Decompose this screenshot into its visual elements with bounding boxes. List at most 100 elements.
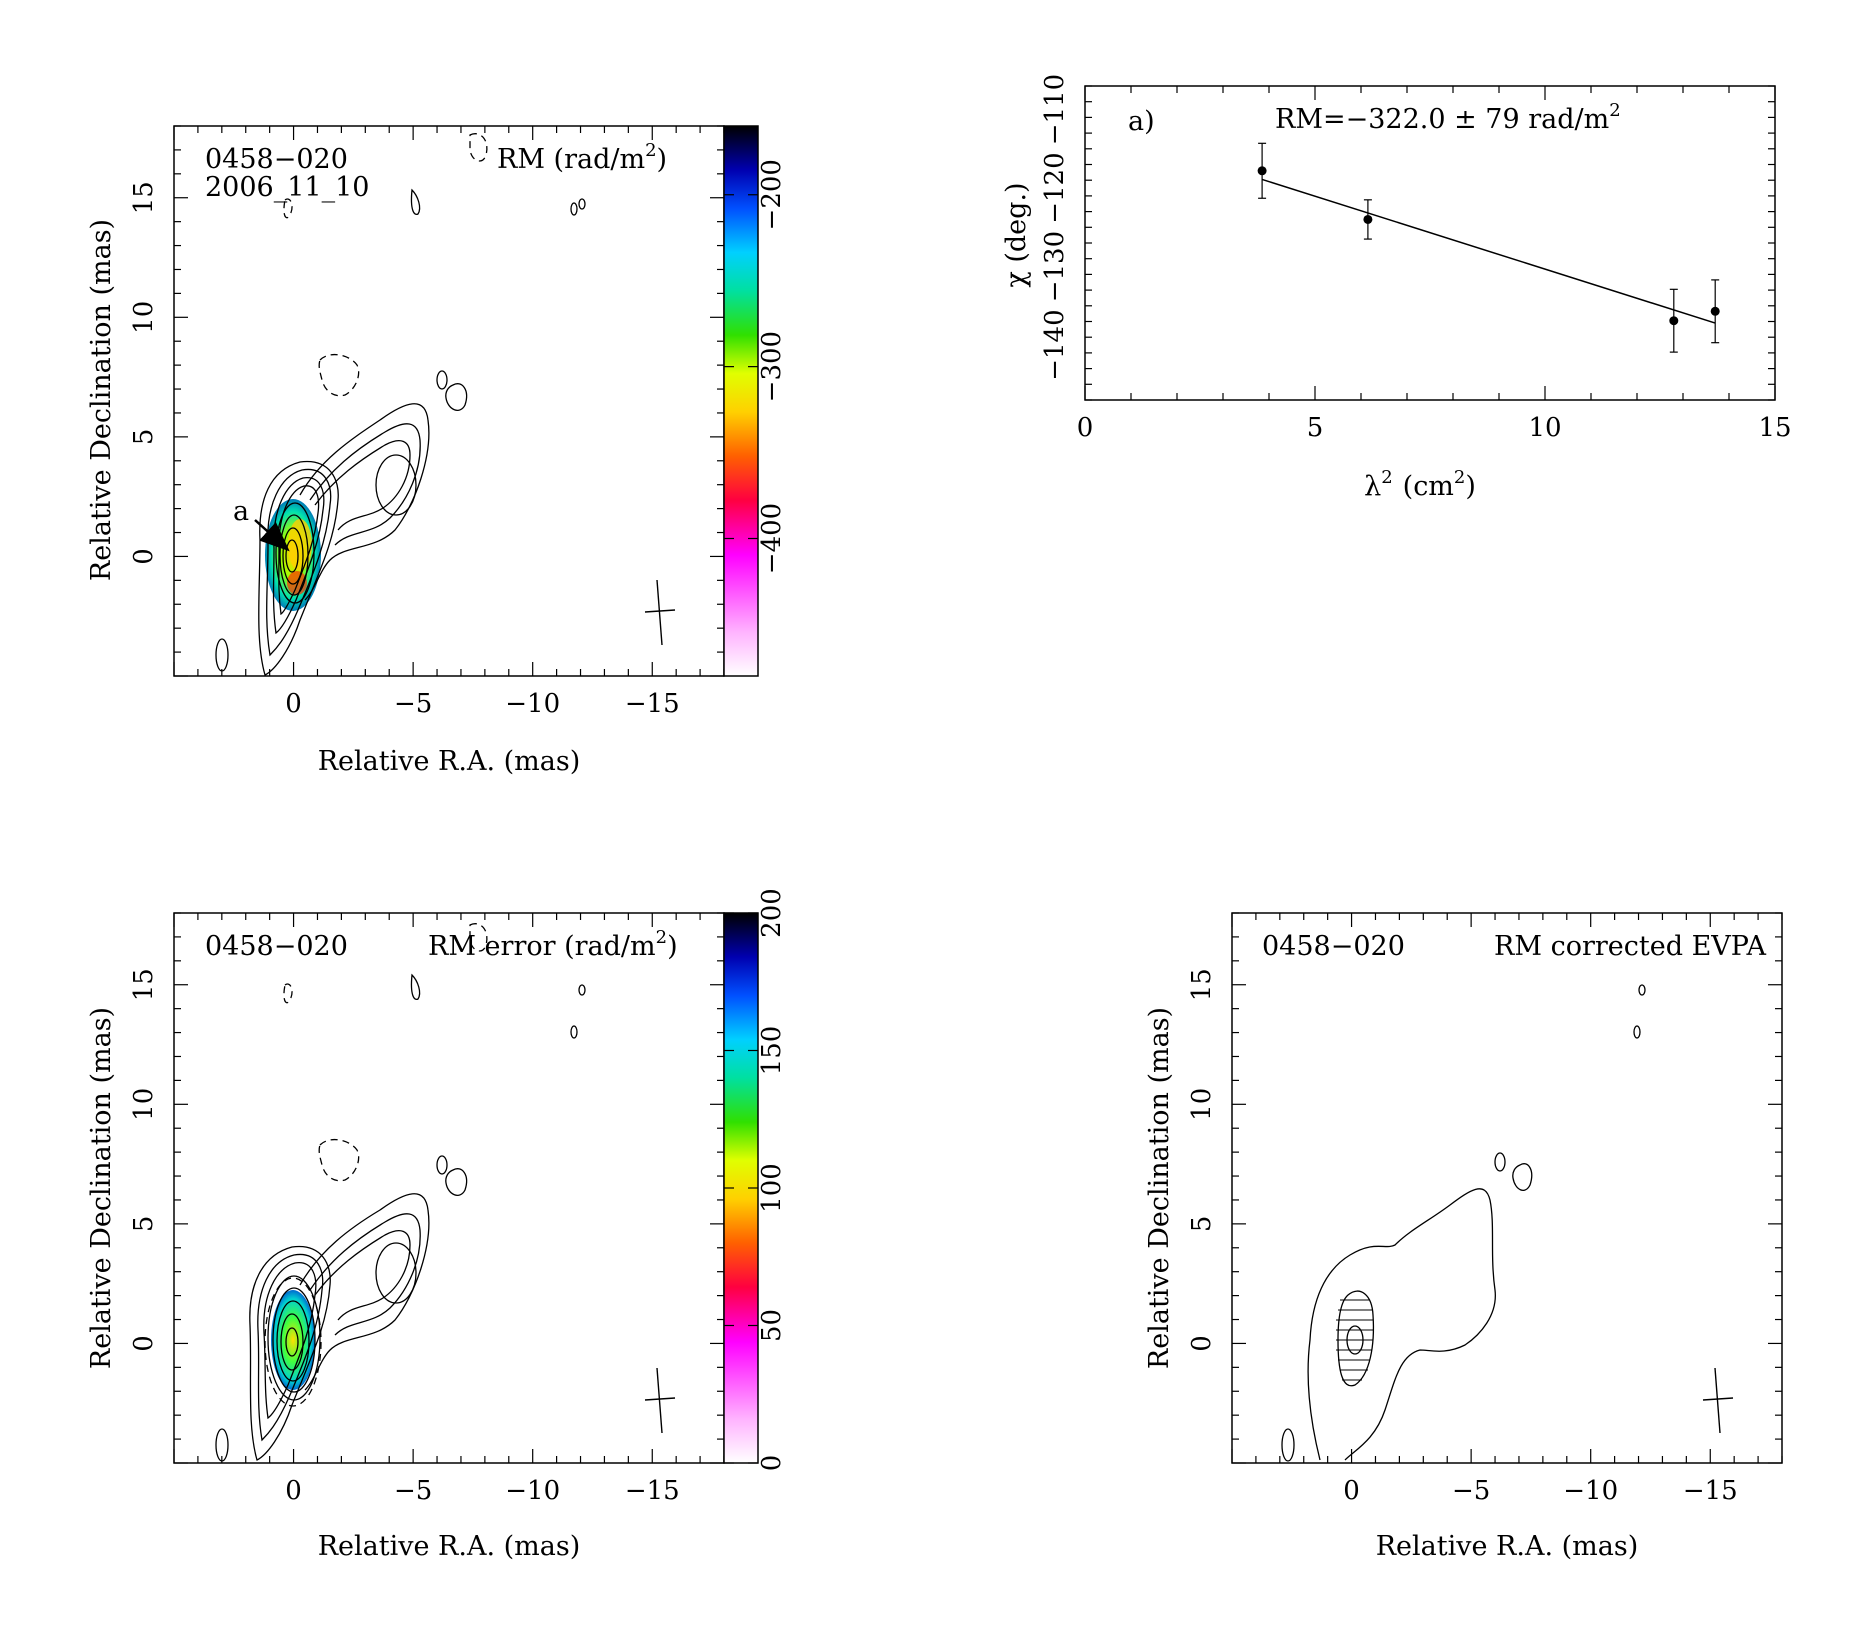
axes: 0 −5 −10 −15 0 5 10 15: [1187, 912, 1783, 1506]
x-axis-label: Relative R.A. (mas): [318, 1531, 581, 1562]
fit-label-text: RM=−322.0 ± 79 rad/m: [1275, 104, 1609, 135]
colorbar-tick-label: 150: [757, 1026, 787, 1076]
contours: [215, 973, 586, 1462]
quantity-close: ): [657, 144, 668, 175]
y-tick-label: 15: [1187, 968, 1217, 1001]
evpa-panel: 0 −5 −10 −15 0 5 10 15 0458−020 RM corrected EV…: [1144, 912, 1783, 1562]
annotation-a: a: [233, 496, 249, 527]
x-label-lambda: λ: [1364, 471, 1381, 502]
fit-label: RM=−322.0 ± 79 rad/m2: [1275, 100, 1621, 135]
data-points: [1257, 142, 1720, 353]
plot-frame: [173, 125, 725, 677]
dashed-contours: [283, 133, 488, 397]
beam-cross: [1702, 1367, 1734, 1434]
quantity-text: RM error (rad/m: [428, 931, 656, 962]
y-axis-label: Relative Declination (mas): [1144, 1007, 1175, 1369]
axes: 0 −5 −10 −15 0 5 10 15: [129, 125, 725, 719]
plot-frame: [173, 912, 725, 1464]
x-label-unit: (cm: [1403, 471, 1454, 502]
y-tick-label: −130: [1040, 231, 1070, 302]
quantity-sup: 2: [645, 140, 656, 161]
beam-cross: [644, 579, 676, 646]
colorbar-tick-label: −300: [757, 331, 787, 402]
colorbar-tick-label: −200: [757, 159, 787, 230]
fit-line: [1261, 178, 1716, 324]
evpa-vectors: [1336, 1299, 1373, 1381]
plot-frame: [1231, 912, 1783, 1464]
rm-map-panel: a 0 −5 −10 −15 0 5 10 15 0458−020 2006_11_10 RM…: [86, 125, 787, 777]
x-tick-label: −5: [394, 689, 432, 719]
data-point: [1710, 306, 1720, 316]
x-label-sup2: 2: [1454, 467, 1465, 488]
y-tick-label: −140: [1040, 309, 1070, 380]
x-tick-label: −10: [505, 689, 560, 719]
axes: 0 −5 −10 −15 0 5 10 15: [129, 912, 725, 1506]
y-tick-label: 5: [129, 429, 159, 446]
x-tick-label: −5: [1452, 1476, 1490, 1506]
source-label: 0458−020: [1262, 931, 1405, 962]
y-tick-label: 15: [129, 968, 159, 1001]
err-color-layer: [271, 1290, 315, 1390]
quantity-text: RM (rad/m: [497, 144, 645, 175]
x-tick-label: −10: [505, 1476, 560, 1506]
x-axis-label: λ2 (cm2): [1364, 467, 1476, 502]
y-tick-label: −110: [1040, 74, 1070, 145]
y-tick-label: 0: [1187, 1335, 1217, 1352]
source-label: 0458−020: [205, 144, 348, 175]
colorbar-tick-label: 100: [757, 1163, 787, 1213]
colorbar-ticks: −200 −300 −400: [724, 159, 787, 574]
quantity-sup: 2: [656, 927, 667, 948]
colorbar-tick-label: 200: [757, 888, 787, 938]
x-tick-label: −15: [625, 689, 680, 719]
y-tick-label: 0: [129, 1335, 159, 1352]
data-point: [1257, 166, 1267, 176]
contours: [1281, 984, 1646, 1462]
contours: [215, 188, 586, 676]
source-label: 0458−020: [205, 931, 348, 962]
x-tick-label: 0: [1343, 1476, 1360, 1506]
y-tick-label: 10: [1187, 1088, 1217, 1121]
x-tick-label: −10: [1563, 1476, 1618, 1506]
y-tick-label: 15: [129, 181, 159, 214]
colorbar-tick-label: 50: [757, 1309, 787, 1342]
rm-error-panel: 0 −5 −10 −15 0 5 10 15 0458−020 RM error (rad/m…: [86, 888, 787, 1562]
y-axis-label: Relative Declination (mas): [86, 1007, 117, 1369]
err-color-blob: [271, 1290, 315, 1390]
fit-label-sup: 2: [1609, 100, 1620, 121]
rm-fit-panel: 0 5 10 15 −140 −130 −120 −110 a) RM=−322.0 ± 79…: [1001, 74, 1792, 502]
x-tick-label: 0: [1077, 413, 1094, 443]
annotation-a-fit: a): [1128, 106, 1155, 137]
quantity-label: RM (rad/m2): [497, 140, 667, 175]
plot-frame: [1084, 85, 1776, 401]
colorbar-tick-label: 0: [757, 1455, 787, 1472]
colorbar-tick-label: −400: [757, 503, 787, 574]
colorbar: [723, 125, 759, 677]
arrow-a: [254, 519, 290, 552]
y-tick-label: 10: [129, 1088, 159, 1121]
x-tick-label: 0: [285, 689, 302, 719]
x-tick-label: 15: [1758, 413, 1791, 443]
y-axis-label: χ (deg.): [1001, 182, 1032, 287]
y-axis-label: Relative Declination (mas): [86, 219, 117, 581]
x-axis-label: Relative R.A. (mas): [318, 746, 581, 777]
quantity-close: ): [667, 931, 678, 962]
x-label-close: ): [1465, 471, 1476, 502]
dashed-contours: [264, 923, 488, 1407]
quantity-label: RM corrected EVPA: [1494, 931, 1766, 962]
quantity-label: RM error (rad/m2): [428, 927, 678, 962]
x-tick-label: −5: [394, 1476, 432, 1506]
x-axis-label: Relative R.A. (mas): [1376, 1531, 1639, 1562]
colorbar-ticks: 0 50 100 150 200: [724, 888, 787, 1471]
x-tick-label: 5: [1307, 413, 1324, 443]
x-label-sup1: 2: [1381, 467, 1392, 488]
x-tick-label: 10: [1528, 413, 1561, 443]
y-tick-label: 5: [1187, 1216, 1217, 1233]
data-point: [1669, 316, 1679, 326]
date-label: 2006_11_10: [205, 172, 369, 203]
beam-cross: [644, 1367, 676, 1434]
data-point: [1363, 214, 1373, 224]
y-tick-label: 0: [129, 548, 159, 565]
x-tick-label: 0: [285, 1476, 302, 1506]
x-tick-label: −15: [625, 1476, 680, 1506]
